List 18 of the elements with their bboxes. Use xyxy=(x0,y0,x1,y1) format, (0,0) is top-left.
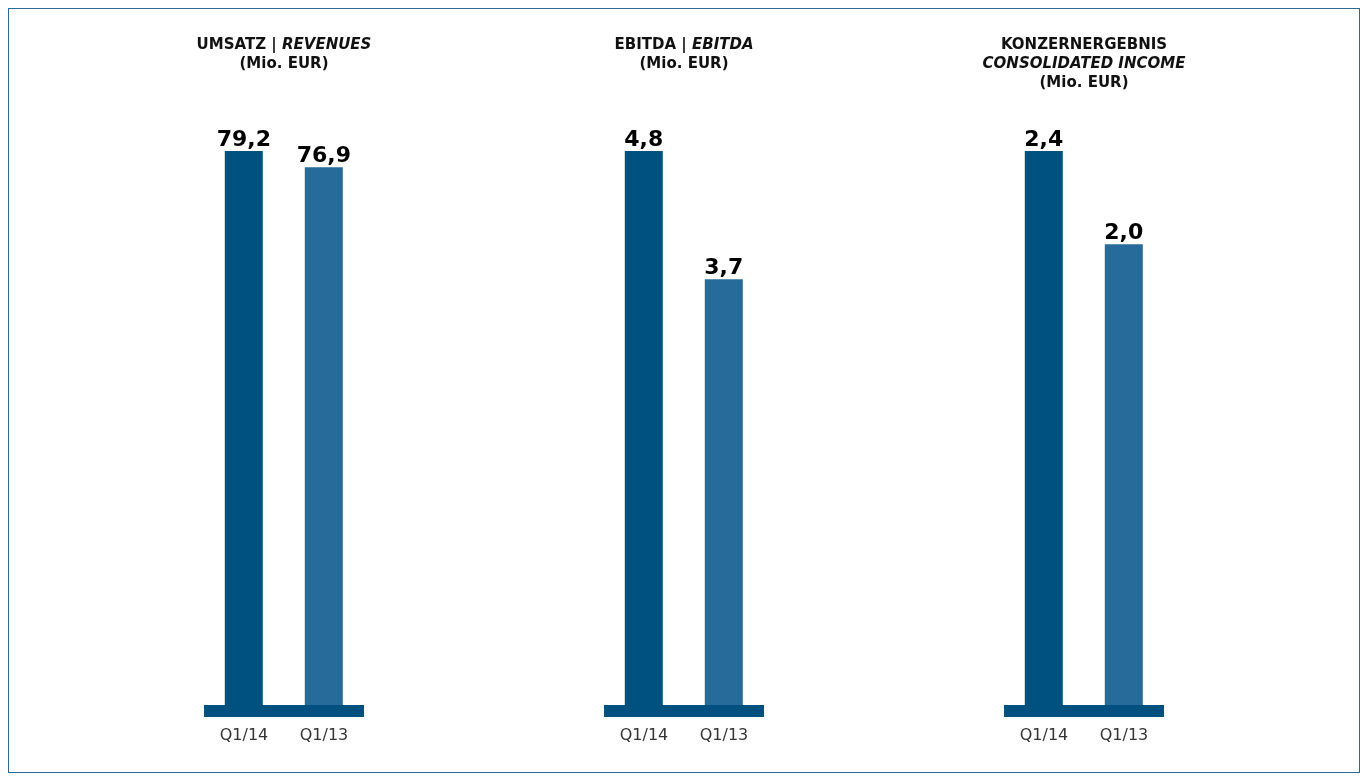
x-tick-label: Q1/14 xyxy=(219,725,269,745)
x-tick-label: Q1/14 xyxy=(619,725,669,745)
chart-subtitle: (Mio. EUR) xyxy=(238,54,330,72)
data-label: 79,2 xyxy=(216,126,271,151)
chart-subtitle: (Mio. EUR) xyxy=(638,54,730,72)
data-label: 2,4 xyxy=(1024,126,1064,151)
chart-subtitle: (Mio. EUR) xyxy=(1038,73,1130,91)
x-tick-label: Q1/14 xyxy=(1019,725,1069,745)
data-label: 2,0 xyxy=(1104,219,1144,245)
data-label: 76,9 xyxy=(296,142,351,168)
chart-title: KONZERNERGEBNIS CONSOLIDATED INCOME xyxy=(982,35,1186,72)
chart-title: UMSATZ | REVENUES xyxy=(196,35,372,53)
chart-title: EBITDA | EBITDA xyxy=(614,35,754,53)
x-tick-label: Q1/13 xyxy=(699,725,749,745)
data-label: 4,8 xyxy=(624,126,664,151)
data-label: 3,7 xyxy=(704,254,744,280)
x-tick-label: Q1/13 xyxy=(299,725,349,745)
x-tick-label: Q1/13 xyxy=(1099,725,1149,745)
